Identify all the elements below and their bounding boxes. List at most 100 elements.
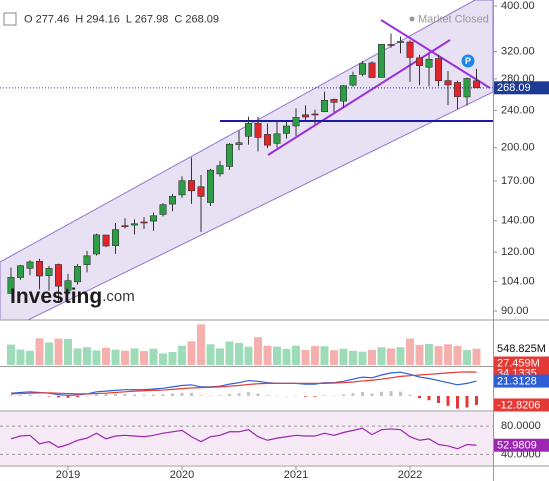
candle-body xyxy=(368,62,376,78)
histogram-bar xyxy=(351,393,355,396)
volume-bar xyxy=(273,346,281,365)
candle-body xyxy=(406,41,414,58)
histogram-bar xyxy=(85,396,89,397)
histogram-bar xyxy=(399,391,402,396)
candle-body xyxy=(102,234,110,247)
candle-body xyxy=(472,80,480,89)
histogram-bar xyxy=(199,395,203,396)
rsi-background xyxy=(0,412,493,465)
volume-bar xyxy=(472,348,481,365)
histogram-bar xyxy=(256,393,260,396)
candle-body xyxy=(7,277,15,294)
volume-bar xyxy=(415,344,424,365)
volume-bar xyxy=(26,350,34,365)
histogram-bar xyxy=(38,395,41,397)
value-tag xyxy=(494,374,549,388)
event-marker[interactable] xyxy=(461,54,475,68)
market-status: Market Closed xyxy=(418,13,489,25)
candle-body xyxy=(453,82,461,97)
volume-bar xyxy=(83,347,91,365)
y-tick-label: 320.00 xyxy=(501,46,535,58)
volume-bar xyxy=(320,346,329,365)
histogram-bar xyxy=(104,393,108,396)
candle-body xyxy=(463,78,471,98)
volume-bar xyxy=(368,349,376,365)
volume-bar xyxy=(453,346,462,365)
volume-bar xyxy=(434,346,443,365)
histogram-bar xyxy=(161,394,165,396)
volume-bar xyxy=(35,338,44,365)
volume-bar xyxy=(149,348,158,365)
histogram-bar xyxy=(475,396,478,405)
candle-body xyxy=(64,280,72,291)
collapse-icon[interactable] xyxy=(3,12,17,26)
volume-bar xyxy=(463,350,471,365)
volume-bar xyxy=(282,348,291,365)
candle-body xyxy=(311,113,319,116)
histogram-bar xyxy=(142,394,146,396)
event-marker-label[interactable]: P xyxy=(465,56,471,66)
candle-body xyxy=(235,142,243,145)
histogram-bar xyxy=(57,396,60,398)
volume-bar xyxy=(130,348,139,365)
histogram-bar xyxy=(323,395,326,396)
candle-body xyxy=(320,100,328,113)
volume-bar xyxy=(425,343,433,365)
candle-body xyxy=(83,255,91,265)
y-tick-label: 400.00 xyxy=(501,0,535,12)
volume-bar xyxy=(16,349,25,365)
candle-body xyxy=(16,265,24,278)
candle-body xyxy=(197,186,205,197)
volume-bar xyxy=(339,348,348,365)
volume-bar xyxy=(54,338,63,365)
candle-body xyxy=(444,80,452,86)
histogram-bar xyxy=(437,396,440,403)
histogram-bar xyxy=(114,393,117,396)
histogram-bar xyxy=(313,396,317,397)
volume-bar xyxy=(178,345,186,365)
volume-bar xyxy=(263,345,272,365)
candle-body xyxy=(330,99,338,103)
ohlc-header: O 277.46 H 294.16 L 267.98 C 268.09 xyxy=(24,13,219,25)
histogram-bar xyxy=(66,396,70,398)
volume-bar xyxy=(301,349,310,365)
indicator-line xyxy=(10,427,477,450)
histogram-bar xyxy=(171,393,174,396)
candle-body xyxy=(131,223,139,226)
y-tick-label: 90.00 xyxy=(501,305,529,317)
status-dot xyxy=(409,16,415,22)
candle-body xyxy=(349,75,357,86)
volume-bar xyxy=(444,344,452,365)
value-tag xyxy=(494,398,549,412)
candle-body xyxy=(140,221,148,224)
ohlc-value: L 267.98 xyxy=(126,13,168,25)
value-tag xyxy=(494,81,549,95)
candle-body xyxy=(387,44,395,46)
histogram-bar xyxy=(180,392,184,396)
volume-bar xyxy=(349,350,357,365)
candle-body xyxy=(207,169,215,203)
volume-bar xyxy=(92,350,101,365)
plot-area xyxy=(7,33,481,450)
histogram-bar xyxy=(9,395,13,396)
trend-line xyxy=(380,19,491,89)
value-tag-label: -12.8206 xyxy=(497,399,540,411)
histogram-bar xyxy=(28,394,32,396)
histogram-bar xyxy=(427,396,431,401)
candle-body xyxy=(282,125,290,134)
volume-bar xyxy=(244,346,253,365)
x-tick-label: 2019 xyxy=(56,469,80,481)
y-tick-label: 170.00 xyxy=(501,175,535,187)
histogram-bar xyxy=(446,396,450,406)
histogram-bar xyxy=(389,391,393,396)
candle-body xyxy=(216,165,224,175)
histogram-bar xyxy=(418,396,421,399)
y-tick-label: 200.00 xyxy=(501,142,535,154)
value-tag-label: 27.459M xyxy=(497,357,540,369)
y-tick-label: 140.00 xyxy=(501,215,535,227)
candle-body xyxy=(245,122,253,137)
volume-bar xyxy=(168,351,177,365)
y-tick-label: 104.00 xyxy=(501,275,535,287)
histogram-bar xyxy=(304,396,307,397)
